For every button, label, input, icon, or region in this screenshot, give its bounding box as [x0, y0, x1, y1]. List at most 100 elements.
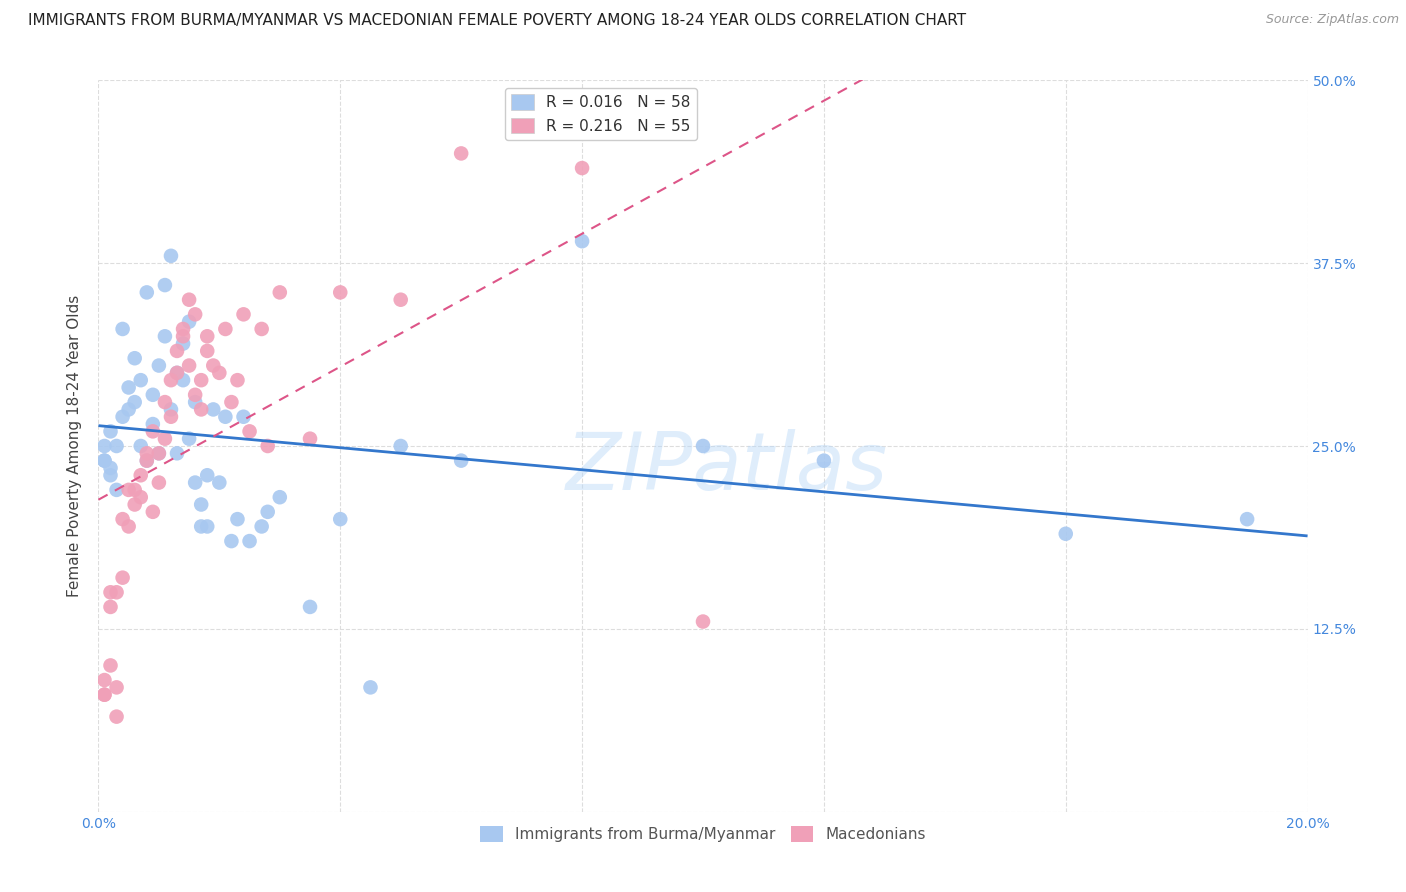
- Point: [190, 402, 212, 417]
- Point: [184, 395, 207, 409]
- Y-axis label: Female Poverty Among 18-24 Year Olds: Female Poverty Among 18-24 Year Olds: [67, 295, 83, 597]
- Point: [179, 293, 201, 307]
- Point: [184, 307, 207, 321]
- Point: [221, 395, 243, 409]
- Point: [100, 425, 122, 439]
- Point: [813, 453, 835, 467]
- Point: [93, 453, 115, 467]
- Point: [105, 681, 128, 695]
- Point: [1236, 512, 1258, 526]
- Point: [105, 585, 128, 599]
- Point: [214, 322, 236, 336]
- Point: [93, 688, 115, 702]
- Point: [239, 425, 262, 439]
- Point: [142, 388, 165, 402]
- Point: [256, 439, 278, 453]
- Point: [160, 409, 183, 424]
- Point: [214, 409, 236, 424]
- Point: [250, 519, 273, 533]
- Point: [184, 388, 207, 402]
- Point: [221, 534, 243, 549]
- Text: IMMIGRANTS FROM BURMA/MYANMAR VS MACEDONIAN FEMALE POVERTY AMONG 18-24 YEAR OLDS: IMMIGRANTS FROM BURMA/MYANMAR VS MACEDON…: [28, 13, 966, 29]
- Point: [208, 366, 231, 380]
- Point: [100, 658, 122, 673]
- Point: [124, 483, 146, 497]
- Point: [153, 329, 176, 343]
- Point: [195, 343, 218, 358]
- Point: [93, 453, 115, 467]
- Point: [160, 373, 183, 387]
- Point: [142, 417, 165, 431]
- Point: [111, 571, 134, 585]
- Point: [148, 446, 170, 460]
- Point: [389, 293, 412, 307]
- Point: [142, 425, 165, 439]
- Text: ZIPatlas: ZIPatlas: [567, 429, 889, 507]
- Point: [129, 490, 152, 504]
- Point: [389, 439, 412, 453]
- Point: [226, 512, 249, 526]
- Point: [166, 446, 188, 460]
- Point: [135, 285, 157, 300]
- Point: [1054, 526, 1077, 541]
- Point: [184, 475, 207, 490]
- Point: [118, 483, 141, 497]
- Point: [256, 505, 278, 519]
- Point: [190, 373, 212, 387]
- Point: [100, 468, 122, 483]
- Point: [129, 468, 152, 483]
- Point: [250, 322, 273, 336]
- Point: [239, 534, 262, 549]
- Point: [160, 249, 183, 263]
- Point: [135, 453, 157, 467]
- Point: [93, 688, 115, 702]
- Point: [190, 498, 212, 512]
- Point: [329, 285, 352, 300]
- Point: [195, 329, 218, 343]
- Point: [153, 432, 176, 446]
- Point: [100, 461, 122, 475]
- Point: [202, 359, 225, 373]
- Point: [142, 505, 165, 519]
- Point: [93, 439, 115, 453]
- Point: [202, 402, 225, 417]
- Point: [269, 490, 291, 504]
- Point: [195, 468, 218, 483]
- Point: [329, 512, 352, 526]
- Point: [105, 439, 128, 453]
- Point: [148, 475, 170, 490]
- Point: [105, 483, 128, 497]
- Point: [450, 146, 472, 161]
- Point: [172, 336, 194, 351]
- Point: [111, 409, 134, 424]
- Point: [172, 329, 194, 343]
- Point: [190, 519, 212, 533]
- Legend: Immigrants from Burma/Myanmar, Macedonians: Immigrants from Burma/Myanmar, Macedonia…: [474, 820, 932, 848]
- Point: [299, 432, 322, 446]
- Point: [450, 453, 472, 467]
- Point: [100, 599, 122, 614]
- Point: [153, 278, 176, 293]
- Point: [195, 519, 218, 533]
- Point: [100, 585, 122, 599]
- Point: [179, 359, 201, 373]
- Point: [166, 343, 188, 358]
- Point: [571, 161, 593, 175]
- Point: [118, 519, 141, 533]
- Point: [148, 359, 170, 373]
- Point: [111, 322, 134, 336]
- Point: [93, 673, 115, 687]
- Point: [692, 439, 714, 453]
- Point: [105, 709, 128, 723]
- Point: [153, 395, 176, 409]
- Point: [208, 475, 231, 490]
- Point: [360, 681, 382, 695]
- Point: [299, 599, 322, 614]
- Point: [179, 315, 201, 329]
- Point: [118, 380, 141, 394]
- Point: [135, 453, 157, 467]
- Point: [571, 234, 593, 248]
- Point: [118, 402, 141, 417]
- Point: [111, 512, 134, 526]
- Point: [232, 307, 254, 321]
